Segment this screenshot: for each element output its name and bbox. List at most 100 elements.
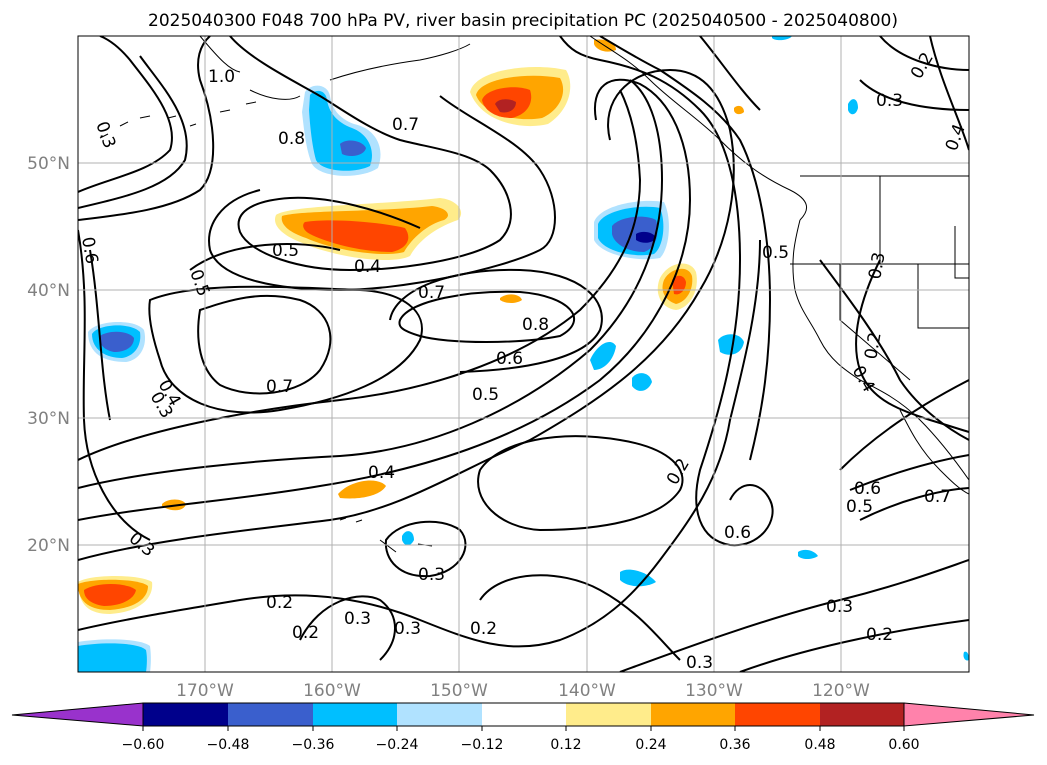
lat-label: 50°N <box>27 154 70 174</box>
pv-contour <box>89 249 111 421</box>
contour-label: 0.7 <box>392 115 419 135</box>
colorbar-segment <box>482 703 566 726</box>
precip-anomaly-fills <box>78 36 969 672</box>
contour-label: 0.2 <box>866 625 893 645</box>
colorbar-tick-label: −0.36 <box>292 737 335 753</box>
colorbar-tick-label: −0.60 <box>122 737 165 753</box>
colorbar-tick-label: −0.12 <box>461 737 504 753</box>
lat-label: 40°N <box>27 281 70 301</box>
pv-contour <box>78 55 188 209</box>
state-line-3 <box>839 264 911 381</box>
contour-label: 0.3 <box>344 609 371 629</box>
colorbar-tick-label: 0.12 <box>550 737 581 753</box>
bc-coast <box>589 36 808 221</box>
colorbar-frame <box>142 702 905 727</box>
contour-label: 0.3 <box>394 619 421 639</box>
hawaii <box>339 517 433 553</box>
positive-anomaly-band-red <box>303 220 409 252</box>
contour-label: 0.4 <box>368 463 395 483</box>
colorbar-segment <box>820 703 904 726</box>
contour-label: 0.2 <box>292 623 319 643</box>
pv-contour <box>78 36 173 193</box>
lon-label: 160°W <box>303 681 361 701</box>
pv-contour <box>929 36 969 151</box>
pv-contour <box>78 78 692 521</box>
contour-label: 0.8 <box>522 315 549 335</box>
pv-contour <box>699 36 761 111</box>
pv-contour <box>78 68 735 561</box>
negative-anomaly-central-core <box>636 231 656 243</box>
positive-anomaly-gulf-darkred <box>495 99 516 113</box>
contour-label: 0.3 <box>418 565 445 585</box>
map-background <box>78 36 969 672</box>
contour-label: 0.5 <box>472 385 499 405</box>
contour-label: 0.6 <box>854 479 881 499</box>
colorbar-segment <box>735 703 820 726</box>
negative-anomaly-southwest-blue <box>78 643 147 672</box>
map-panel: 1.0 0.8 0.7 0.5 0.4 0.5 0.6 0.4 0.3 0.7 … <box>78 36 969 672</box>
contour-label: 0.5 <box>272 241 299 261</box>
contour-label: 0.2 <box>266 593 293 613</box>
pv-contour <box>859 487 969 521</box>
lon-label: 120°W <box>812 681 870 701</box>
lon-label: 170°W <box>176 681 234 701</box>
colorbar-ticks <box>142 726 905 731</box>
contour-label: 0.6 <box>724 523 751 543</box>
negative-anomaly-alaska-core <box>340 140 366 156</box>
pv-contour <box>299 595 396 661</box>
pv-contour <box>78 239 761 648</box>
latitude-labels: 50°N 40°N 30°N 20°N <box>27 154 70 556</box>
small-anomaly-3 <box>500 294 522 303</box>
contour-label: 0.5 <box>762 243 789 263</box>
contour-label: 0.2 <box>861 331 885 361</box>
colorbar-extend-max <box>903 702 1035 727</box>
contour-label: 0.3 <box>826 597 853 617</box>
baja-coast <box>899 409 969 495</box>
colorbar-tick-label: 0.24 <box>635 737 666 753</box>
pv-contour <box>479 574 681 661</box>
pv-contour <box>599 36 772 461</box>
pv-contour <box>229 36 512 272</box>
colorbar-segment <box>397 703 482 726</box>
state-line-4 <box>954 226 969 279</box>
contour-label: 0.3 <box>865 251 889 281</box>
negative-anomaly-west-core <box>99 331 134 352</box>
small-anomaly-13 <box>772 36 792 41</box>
contour-label: 0.2 <box>470 619 497 639</box>
contour-label: 0.6 <box>496 349 523 369</box>
small-anomaly-14 <box>963 651 969 661</box>
contour-label: 0.7 <box>418 283 445 303</box>
small-anomaly-5 <box>632 373 652 391</box>
small-anomaly-10 <box>402 531 414 546</box>
lon-label: 130°W <box>685 681 743 701</box>
map-frame <box>77 35 970 673</box>
alaska-coast <box>199 36 471 100</box>
small-anomaly-2 <box>338 480 386 499</box>
contour-label: 0.3 <box>876 91 903 111</box>
lat-label: 20°N <box>27 536 70 556</box>
state-line-2 <box>879 176 969 329</box>
lon-label: 150°W <box>430 681 488 701</box>
contour-label: 1.0 <box>208 67 235 87</box>
aleutian-islands <box>99 101 257 139</box>
pv-contour <box>148 285 423 414</box>
pv-contour <box>855 259 969 433</box>
pv-contour <box>78 79 664 489</box>
small-anomaly-7 <box>620 569 656 587</box>
small-anomaly-6 <box>718 334 744 355</box>
pv-contour <box>197 294 332 395</box>
positive-anomaly-southwest-red <box>84 584 136 606</box>
colorbar-segment <box>228 703 313 726</box>
figure-title: 2025040300 F048 700 hPa PV, river basin … <box>148 11 898 31</box>
colorbar-tick-label: 0.48 <box>804 737 835 753</box>
small-anomaly-12 <box>734 105 744 115</box>
lon-label: 140°W <box>558 681 616 701</box>
pv-contour <box>78 36 215 221</box>
colorbar-extend-min <box>11 702 144 727</box>
negative-anomaly-central-mid <box>612 216 658 252</box>
colorbar-tick-label: 0.36 <box>719 737 750 753</box>
colorbar: −0.60 −0.48 −0.36 −0.24 −0.12 0.12 0.24 … <box>11 702 1035 753</box>
longitude-labels: 170°W 160°W 150°W 140°W 130°W 120°W <box>176 681 870 701</box>
small-anomaly-4 <box>590 341 616 370</box>
